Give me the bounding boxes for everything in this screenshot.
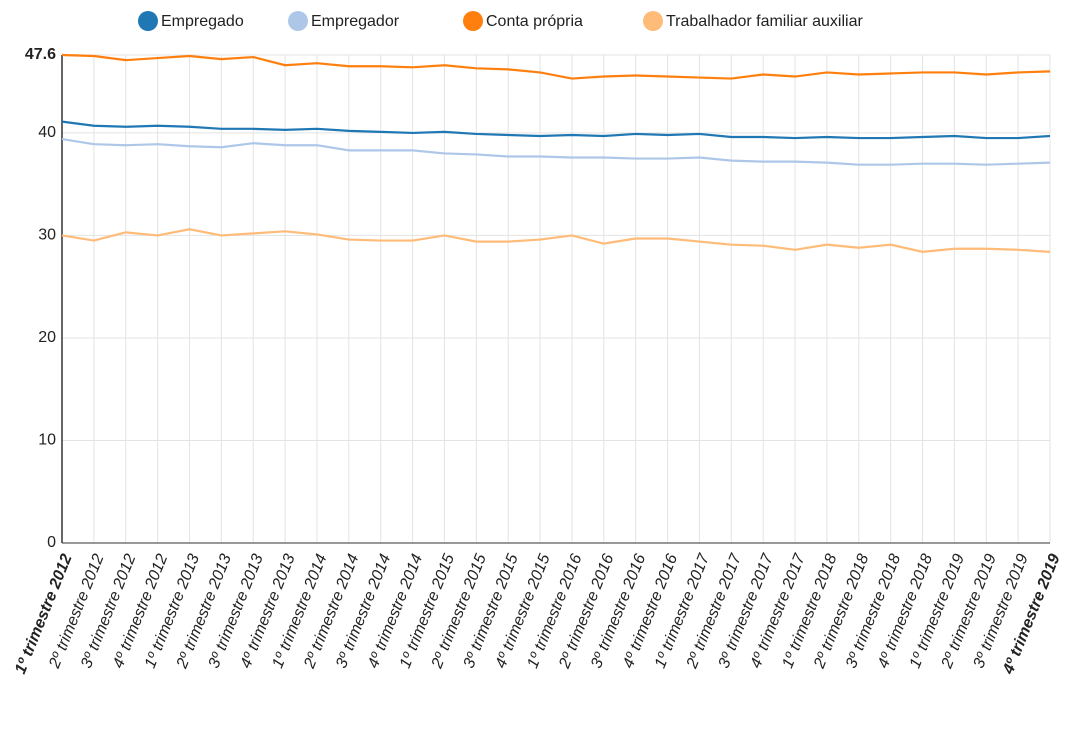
- series-line: [61, 228, 1051, 253]
- y-tick-label: 47.6: [25, 46, 56, 63]
- y-tick-label: 20: [38, 329, 56, 346]
- legend-marker: [463, 11, 483, 31]
- y-tick-label: 0: [47, 534, 56, 551]
- legend-label: Empregado: [161, 13, 244, 30]
- legend-label: Empregador: [311, 13, 400, 30]
- legend-marker: [288, 11, 308, 31]
- series-line: [61, 120, 1051, 140]
- y-tick-label: 10: [38, 432, 56, 449]
- y-tick-label: 40: [38, 124, 56, 141]
- legend-marker: [643, 11, 663, 31]
- legend-label: Trabalhador familiar auxiliar: [666, 13, 863, 30]
- y-tick-label: 30: [38, 227, 56, 244]
- series-line: [61, 137, 1051, 166]
- legend-marker: [138, 11, 158, 31]
- series-line: [61, 53, 1051, 80]
- legend-label: Conta própria: [486, 13, 583, 30]
